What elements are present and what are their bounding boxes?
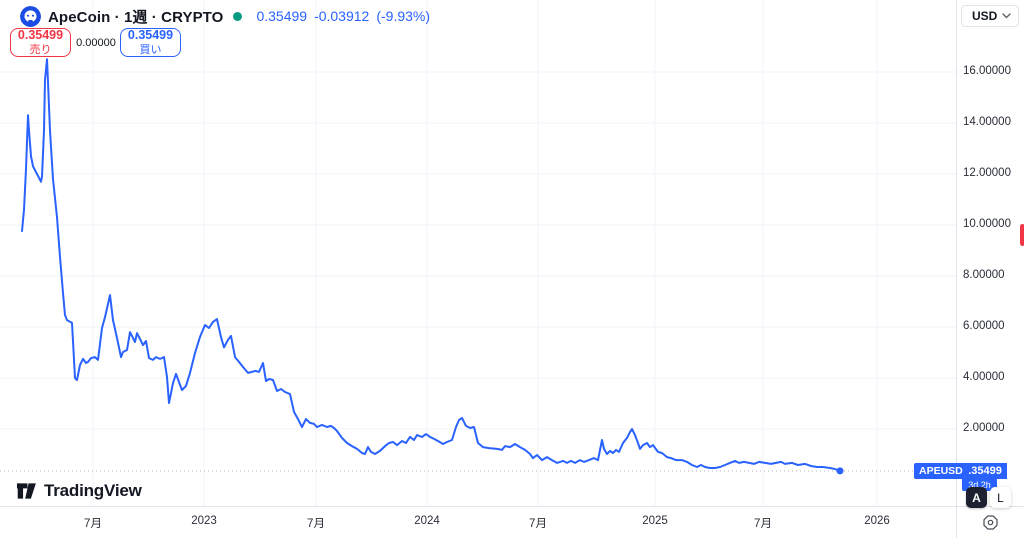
buy-label: 買い [139,43,162,56]
apecoin-logo-icon[interactable] [20,5,41,27]
time-axis-label: 2023 [191,515,217,527]
tradingview-logo[interactable]: TradingView [16,481,142,501]
price-axis-label: 8.00000 [963,269,1005,281]
price-axis[interactable]: USD 0.35499 3d 2h 16.00000 14.00000 12.000… [956,0,1024,506]
price-axis-label: 14.00000 [963,116,1011,128]
price-axis-label: 10.00000 [963,218,1011,230]
price-line-series [21,58,841,472]
chart-header: ApeCoin · 1週 · CRYPTO 0.35499 -0.03912 (… [20,4,430,28]
time-axis-label: 2024 [414,515,440,527]
quote-values: 0.35499 -0.03912 (-9.93%) [256,8,430,24]
last-price: 0.35499 [256,8,308,24]
spread-value: 0.00000 [76,37,116,49]
sell-label: 売り [29,43,52,56]
price-axis-label: 6.00000 [963,320,1005,332]
price-axis-label: 12.00000 [963,167,1011,179]
axis-settings-corner[interactable] [956,506,1024,538]
price-change-percent: (-9.93%) [376,8,431,24]
price-axis-label: 16.00000 [963,65,1011,77]
time-axis-label: 7月 [754,518,772,530]
buy-button[interactable]: 0.35499 買い [120,28,181,57]
price-chart-canvas[interactable] [0,0,956,506]
tradingview-mark-icon [16,483,36,499]
chevron-down-icon [1002,13,1011,19]
time-axis-label: 2025 [642,515,668,527]
time-axis-label: 7月 [84,518,102,530]
symbol-title[interactable]: ApeCoin · 1週 · CRYPTO [48,8,224,26]
axis-scrollbar-thumb[interactable] [1020,224,1024,246]
tradingview-logo-text: TradingView [44,481,142,500]
sell-button[interactable]: 0.35499 売り [10,28,71,57]
time-axis[interactable]: 7月 2023 7月 2024 7月 2025 7月 2026 [0,506,956,538]
buy-price: 0.35499 [127,28,174,43]
time-axis-label: 7月 [307,518,325,530]
auto-scale-button[interactable]: A [966,487,987,508]
currency-select[interactable]: USD [961,5,1019,27]
market-status-dot-icon [233,11,243,21]
sell-price: 0.35499 [17,28,64,43]
price-axis-label: 4.00000 [963,371,1005,383]
time-axis-label: 2026 [864,515,890,527]
gear-icon[interactable] [981,513,1000,532]
symbol-tag-label: APEUSD [919,464,963,477]
last-price-dot [836,467,844,475]
log-scale-button[interactable]: L [990,487,1011,508]
price-axis-label: 2.00000 [963,422,1005,434]
price-change: -0.03912 [314,8,370,24]
current-price-symbol-tag: APEUSD [914,462,968,479]
time-axis-label: 7月 [529,518,547,530]
currency-select-value: USD [972,9,998,23]
current-price-axis-tag: 0.35499 [957,462,1007,479]
